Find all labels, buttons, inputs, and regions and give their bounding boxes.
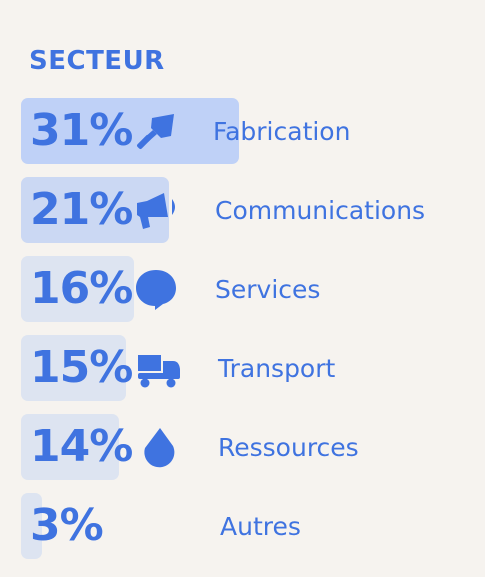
bar-row: 15% Transport <box>0 335 485 401</box>
bar-row: 16% Services <box>0 256 485 322</box>
bar <box>21 493 43 559</box>
bar <box>21 414 120 480</box>
bar-row: 31% Fabrication <box>0 98 485 164</box>
megaphone-icon <box>134 187 180 233</box>
category-label: Fabrication <box>213 117 351 146</box>
bar-row: 3% Autres <box>0 493 485 559</box>
value-label: 14% <box>30 421 133 472</box>
chart-title: SECTEUR <box>29 46 165 76</box>
value-label: 15% <box>30 342 133 393</box>
drop-icon <box>137 424 183 470</box>
bar-row: 21% Communications <box>0 177 485 243</box>
category-label: Transport <box>218 354 336 383</box>
value-label: 21% <box>30 184 133 235</box>
category-label: Autres <box>220 512 301 541</box>
speech-bubble-icon <box>133 266 179 312</box>
truck-icon <box>135 345 181 391</box>
category-label: Ressources <box>218 433 359 462</box>
bar <box>21 335 127 401</box>
value-label: 16% <box>30 263 133 314</box>
value-label: 3% <box>30 500 104 551</box>
bar <box>21 98 239 164</box>
value-label: 31% <box>30 105 133 156</box>
category-label: Services <box>215 275 321 304</box>
shovel-icon <box>135 108 181 154</box>
bar-row: 14% Ressources <box>0 414 485 480</box>
bar <box>21 256 134 322</box>
category-label: Communications <box>215 196 426 225</box>
